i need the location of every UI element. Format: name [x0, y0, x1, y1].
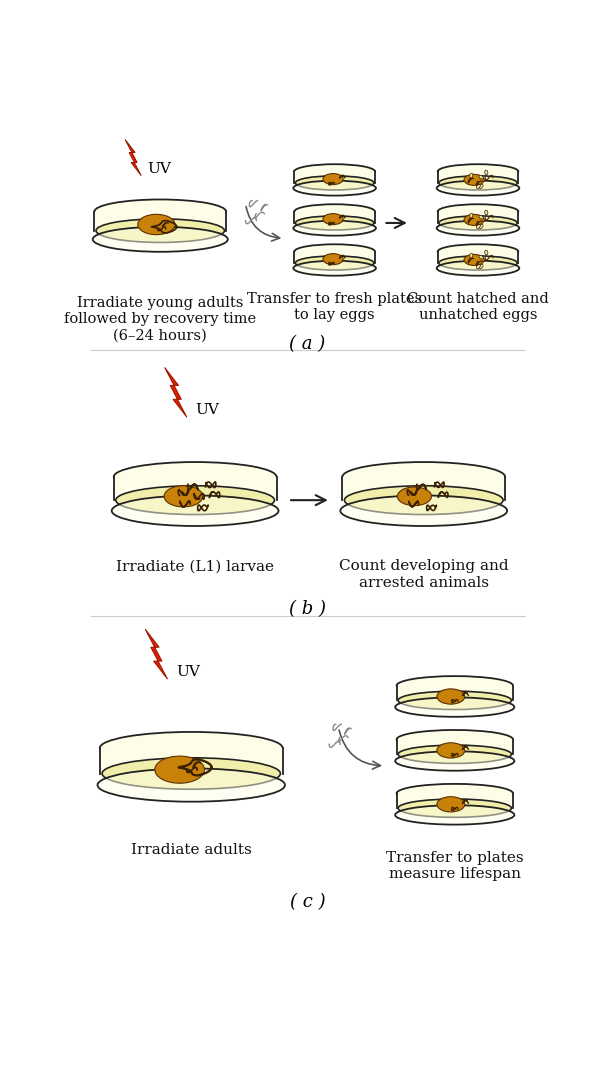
Ellipse shape [295, 245, 375, 259]
Ellipse shape [398, 745, 511, 764]
Ellipse shape [476, 224, 480, 228]
Ellipse shape [99, 769, 284, 801]
Polygon shape [438, 251, 518, 263]
Ellipse shape [96, 219, 224, 243]
Ellipse shape [439, 215, 517, 230]
Ellipse shape [464, 255, 484, 265]
Ellipse shape [294, 221, 376, 235]
Ellipse shape [295, 215, 374, 230]
Ellipse shape [164, 485, 203, 507]
Text: Irradiate young adults
followed by recovery time
(6–24 hours): Irradiate young adults followed by recov… [64, 296, 256, 343]
Ellipse shape [341, 496, 506, 526]
Polygon shape [397, 740, 513, 754]
Polygon shape [125, 139, 141, 175]
Ellipse shape [155, 756, 205, 783]
Polygon shape [94, 211, 226, 231]
Ellipse shape [94, 227, 227, 251]
Ellipse shape [470, 254, 473, 258]
Text: Transfer to fresh plates
to lay eggs: Transfer to fresh plates to lay eggs [247, 293, 422, 322]
Ellipse shape [343, 462, 505, 492]
Ellipse shape [295, 164, 375, 178]
Ellipse shape [437, 796, 465, 812]
Ellipse shape [396, 697, 514, 717]
Ellipse shape [479, 185, 483, 188]
Polygon shape [295, 172, 375, 183]
Polygon shape [295, 251, 375, 263]
Text: ( b ): ( b ) [289, 601, 326, 618]
Text: Count developing and
arrested animals: Count developing and arrested animals [339, 559, 509, 590]
Ellipse shape [397, 676, 513, 695]
Polygon shape [438, 172, 518, 183]
Ellipse shape [464, 174, 484, 185]
Ellipse shape [396, 752, 514, 770]
Text: ( c ): ( c ) [290, 893, 325, 911]
Text: Transfer to plates
measure lifespan: Transfer to plates measure lifespan [386, 851, 524, 880]
Ellipse shape [437, 743, 465, 758]
Text: Irradiate adults: Irradiate adults [131, 843, 251, 857]
Text: UV: UV [176, 665, 200, 679]
Ellipse shape [114, 462, 277, 492]
Polygon shape [100, 749, 283, 774]
Ellipse shape [398, 799, 511, 817]
Ellipse shape [323, 254, 343, 264]
Polygon shape [397, 793, 513, 808]
Ellipse shape [323, 174, 343, 185]
Ellipse shape [438, 205, 518, 219]
Polygon shape [114, 477, 277, 500]
Ellipse shape [439, 256, 517, 270]
Ellipse shape [437, 181, 519, 196]
Ellipse shape [485, 170, 488, 175]
Ellipse shape [397, 487, 431, 506]
Ellipse shape [294, 181, 376, 196]
Text: UV: UV [195, 404, 219, 418]
Ellipse shape [398, 691, 511, 709]
Ellipse shape [479, 264, 483, 269]
Ellipse shape [464, 214, 484, 225]
Ellipse shape [438, 245, 518, 259]
Polygon shape [397, 685, 513, 701]
Ellipse shape [438, 164, 518, 178]
Ellipse shape [116, 485, 274, 515]
Ellipse shape [94, 199, 226, 224]
Ellipse shape [102, 758, 280, 789]
Ellipse shape [113, 496, 277, 526]
Text: Irradiate (L1) larvae: Irradiate (L1) larvae [116, 559, 274, 573]
Text: Count hatched and
unhatched eggs: Count hatched and unhatched eggs [407, 293, 549, 322]
Ellipse shape [295, 205, 375, 219]
Ellipse shape [470, 173, 473, 177]
Ellipse shape [100, 732, 283, 764]
Ellipse shape [396, 805, 514, 825]
Ellipse shape [479, 175, 483, 178]
Ellipse shape [437, 261, 519, 275]
Ellipse shape [479, 256, 483, 259]
Ellipse shape [479, 215, 483, 219]
Ellipse shape [476, 185, 480, 188]
Ellipse shape [470, 213, 473, 218]
Ellipse shape [485, 250, 488, 255]
Text: UV: UV [147, 161, 171, 175]
Ellipse shape [295, 256, 374, 270]
Ellipse shape [344, 485, 503, 515]
Ellipse shape [294, 261, 376, 275]
Polygon shape [295, 211, 375, 223]
Text: ( a ): ( a ) [289, 335, 326, 353]
Ellipse shape [323, 213, 343, 224]
Ellipse shape [397, 730, 513, 749]
Ellipse shape [479, 224, 483, 228]
Ellipse shape [437, 689, 465, 704]
Ellipse shape [397, 784, 513, 803]
Ellipse shape [437, 221, 519, 235]
Ellipse shape [439, 176, 517, 190]
Ellipse shape [138, 214, 175, 235]
Polygon shape [343, 477, 505, 500]
Polygon shape [438, 211, 518, 223]
Ellipse shape [485, 210, 488, 214]
Polygon shape [164, 368, 187, 418]
Ellipse shape [295, 176, 374, 190]
Polygon shape [145, 629, 167, 679]
Ellipse shape [476, 264, 480, 269]
